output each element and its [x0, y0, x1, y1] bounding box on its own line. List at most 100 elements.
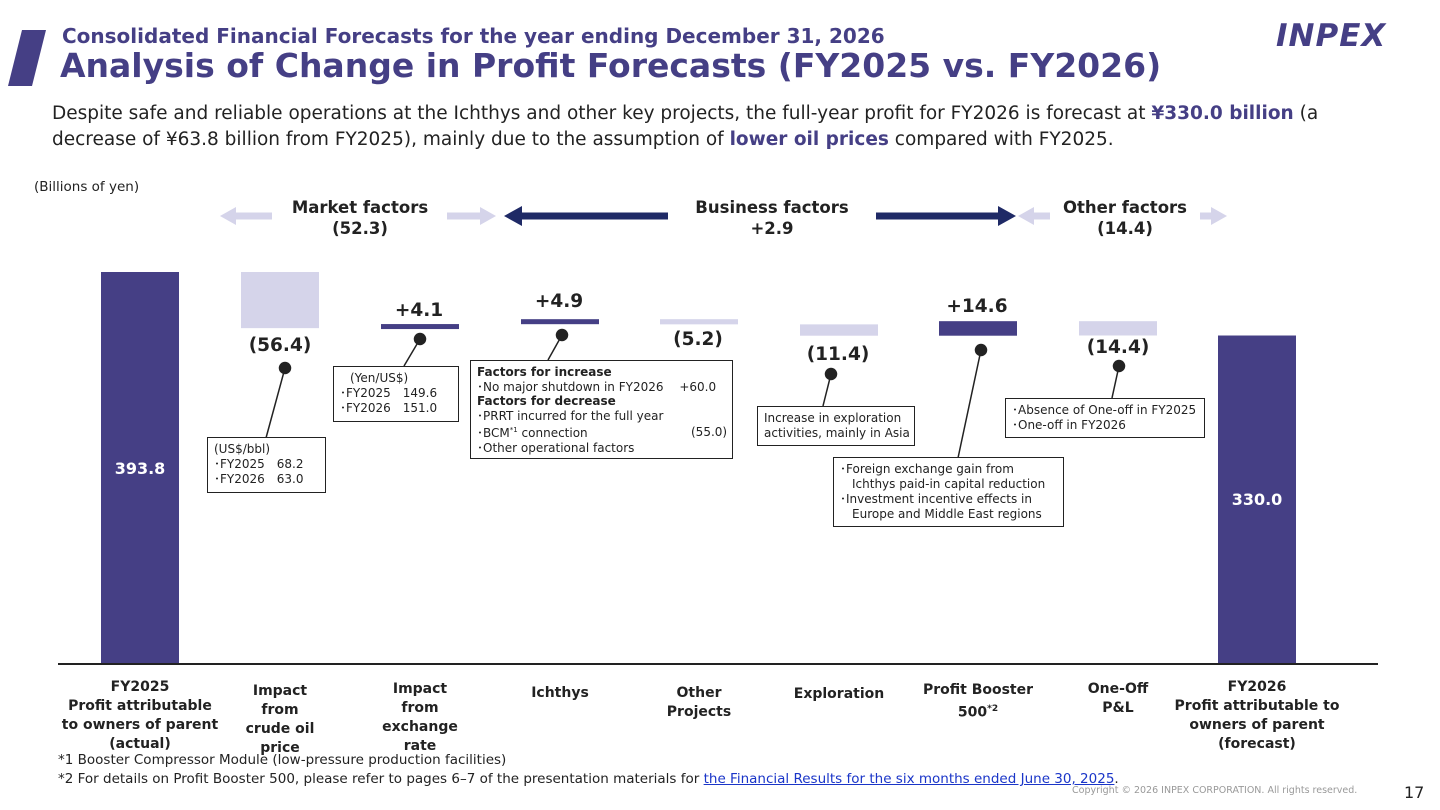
factor-market-value: (52.3): [332, 219, 388, 238]
category-line: 500*2: [957, 704, 999, 721]
factor-market-name: Market factors: [291, 198, 429, 217]
bar-label-exploration: (11.4): [806, 344, 870, 365]
category-fy2026: FY2026 Profit attributable to owners of pa…: [1167, 678, 1347, 754]
callout-text: ･PRRT incurred for the full year: [477, 408, 664, 423]
category-line: price: [260, 740, 300, 756]
summary-part: (a decrease of ¥63.8 billion from FY2025…: [52, 103, 1319, 150]
callout-text: Increase in exploration: [764, 411, 902, 425]
copyright: Copyright © 2026 INPEX CORPORATION. All …: [1072, 785, 1358, 796]
category-fy2025: FY2025 Profit attributable to owners of pa…: [55, 678, 225, 754]
business-arrow-right: [876, 206, 1016, 226]
callout-text: activities, mainly in Asia: [764, 426, 910, 440]
category-line: Profit attributable to: [1174, 698, 1340, 714]
category-line: Other: [676, 685, 722, 701]
callout-text: ･Investment incentive effects in: [840, 492, 1032, 506]
other-arrow-right: [1200, 207, 1227, 225]
page-number: 17: [1404, 783, 1425, 802]
page-subtitle: Consolidated Financial Forecasts for the…: [62, 24, 885, 48]
category-line: One-Off: [1087, 681, 1149, 697]
bar-other-projects: [660, 319, 738, 325]
category-line: Profit attributable: [68, 698, 212, 714]
market-arrow-left: [220, 207, 272, 225]
category-line: to owners of parent: [61, 717, 219, 733]
callout-text: ･BCM*1 connection: [477, 423, 726, 441]
category-line: Projects: [666, 704, 732, 720]
callout-text: ･Absence of One-off in FY2025: [1012, 403, 1197, 417]
callout-crude: (US$/bbl) ･FY2025 68.2 ･FY2026 63.0: [207, 437, 326, 493]
bar-label-crude: (56.4): [248, 335, 312, 356]
bar-label-ichthys: +4.9: [534, 291, 584, 312]
callout-text: ･One-off in FY2026: [1012, 418, 1126, 432]
callout-text: ･No major shutdown in FY2026 +60.0: [477, 380, 726, 395]
factor-other-value: (14.4): [1097, 219, 1153, 238]
factor-business-name: Business factors: [695, 198, 849, 217]
bar-exploration: [800, 324, 878, 336]
callout-text: Factors for increase: [477, 365, 612, 379]
bar-fx: [381, 324, 459, 330]
bar-label-other-projects: (5.2): [673, 329, 723, 350]
category-exploration: Exploration: [784, 685, 894, 704]
category-line: Profit Booster: [922, 682, 1034, 698]
callout-text: Europe and Middle East regions: [840, 507, 1042, 521]
callout-text: ･FY2026 151.0: [340, 401, 438, 415]
callout-booster: ･Foreign exchange gain from Ichthys paid…: [833, 457, 1064, 527]
bar-fy2026: [1218, 335, 1296, 664]
category-booster: Profit Booster 500*2: [913, 681, 1043, 723]
category-line: Impact: [392, 681, 448, 697]
bar-label-booster: +14.6: [946, 296, 1008, 317]
callout-exploration: Increase in exploration activities, main…: [757, 406, 915, 446]
bar-booster: [939, 321, 1017, 336]
callout-fx: (Yen/US$) ･FY2025 149.6 ･FY2026 151.0: [333, 366, 459, 422]
unit-label: (Billions of yen): [34, 179, 140, 195]
category-line: P&L: [1102, 700, 1134, 716]
factor-business-value: +2.9: [750, 219, 794, 238]
footnote-text: .: [1114, 771, 1119, 787]
category-line: from: [401, 700, 439, 716]
callout-text: Ichthys paid-in capital reduction: [840, 477, 1046, 491]
category-line: Impact: [252, 683, 308, 699]
callout-ichthys: Factors for increase ･No major shutdown …: [470, 360, 733, 459]
category-line: FY2025: [110, 679, 170, 695]
category-fx: Impact from exchange rate: [365, 680, 475, 756]
category-line: crude oil: [245, 721, 315, 737]
bar-ichthys: [521, 319, 599, 325]
summary-highlight-oil: lower oil prices: [729, 129, 889, 150]
category-line: rate: [403, 738, 437, 754]
callout-text: ･FY2025 149.6: [340, 386, 438, 400]
callout-text: ･Foreign exchange gain from: [840, 462, 1014, 476]
callout-leaders: [265, 328, 1126, 459]
bar-label-fy2026: 330.0: [1231, 490, 1283, 509]
factor-other: Other factors (14.4): [1045, 197, 1205, 239]
category-crude: Impact from crude oil price: [230, 682, 330, 758]
callout-text: (Yen/US$): [350, 371, 409, 385]
callout-text: ･Other operational factors: [477, 440, 635, 455]
factor-other-name: Other factors: [1062, 198, 1187, 217]
bar-label-fx: +4.1: [394, 300, 444, 321]
category-ichthys: Ichthys: [510, 684, 610, 703]
category-line: owners of parent: [1189, 717, 1325, 733]
market-arrow-right: [447, 207, 496, 225]
category-other-projects: Other Projects: [644, 684, 754, 722]
bar-oneoff: [1079, 321, 1157, 336]
callout-text: ･FY2026 63.0: [214, 472, 304, 486]
financial-results-link[interactable]: the Financial Results for the six months…: [703, 771, 1115, 787]
callout-text: connection: [517, 426, 588, 440]
company-logo: INPEX: [1276, 18, 1387, 54]
footnote-text: *2 For details on Profit Booster 500, pl…: [58, 771, 704, 787]
footnotes: *1 Booster Compressor Module (low-pressu…: [58, 751, 1119, 789]
title-accent-bar: [8, 30, 46, 86]
bar-fy2025: [101, 272, 179, 664]
summary-highlight-profit: ¥330.0 billion: [1151, 103, 1294, 124]
factor-market: Market factors (52.3): [270, 197, 450, 239]
summary-part: compared with FY2025.: [888, 129, 1114, 150]
business-arrow-left: [504, 206, 668, 226]
footnote-1: *1 Booster Compressor Module (low-pressu…: [58, 752, 507, 768]
page-title: Analysis of Change in Profit Forecasts (…: [60, 46, 1162, 85]
category-line: FY2026: [1227, 679, 1287, 695]
bar-label-oneoff: (14.4): [1086, 337, 1150, 358]
category-line: Ichthys: [531, 685, 589, 701]
callout-text: ･FY2025 68.2: [214, 457, 304, 471]
category-line: from: [261, 702, 299, 718]
category-line: (forecast): [1218, 736, 1296, 752]
